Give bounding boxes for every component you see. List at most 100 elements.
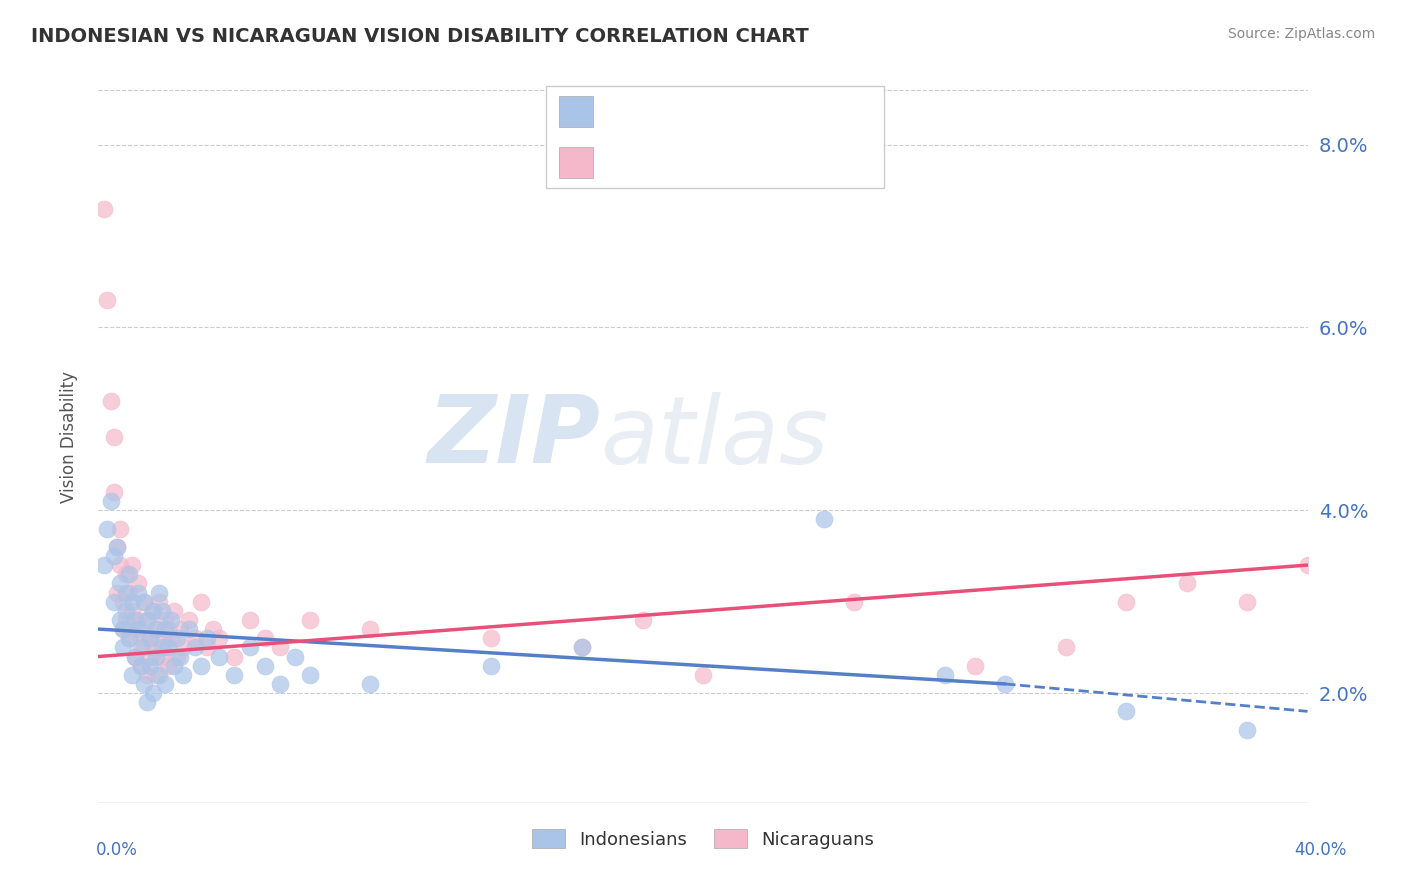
Point bbox=[224, 649, 246, 664]
Point bbox=[108, 576, 131, 591]
Point bbox=[481, 632, 503, 646]
Point bbox=[105, 585, 128, 599]
Point bbox=[571, 640, 593, 655]
Point bbox=[156, 658, 179, 673]
Text: 0.0%: 0.0% bbox=[96, 840, 138, 858]
Point bbox=[1115, 594, 1137, 608]
Point bbox=[299, 613, 322, 627]
Point bbox=[129, 640, 152, 655]
Point bbox=[1175, 576, 1198, 591]
Point bbox=[1236, 723, 1258, 737]
Point bbox=[129, 658, 152, 673]
Point bbox=[139, 649, 162, 664]
Text: INDONESIAN VS NICARAGUAN VISION DISABILITY CORRELATION CHART: INDONESIAN VS NICARAGUAN VISION DISABILI… bbox=[31, 27, 808, 45]
Point bbox=[692, 667, 714, 682]
Point bbox=[132, 594, 155, 608]
Point bbox=[103, 485, 125, 500]
Point bbox=[150, 640, 173, 655]
Point bbox=[118, 632, 141, 646]
Point bbox=[153, 622, 176, 636]
Point bbox=[142, 604, 165, 618]
Point bbox=[111, 594, 134, 608]
Point bbox=[239, 640, 262, 655]
Point bbox=[145, 649, 167, 664]
Point bbox=[156, 622, 179, 636]
Point bbox=[124, 613, 146, 627]
Point bbox=[118, 585, 141, 599]
Point bbox=[135, 695, 157, 709]
Text: 40.0%: 40.0% bbox=[1295, 840, 1347, 858]
Point bbox=[139, 632, 162, 646]
Point bbox=[93, 558, 115, 573]
Point bbox=[118, 567, 141, 582]
Y-axis label: Vision Disability: Vision Disability bbox=[59, 371, 77, 503]
Point bbox=[127, 622, 149, 636]
Point bbox=[103, 549, 125, 563]
Point bbox=[284, 649, 307, 664]
Point bbox=[111, 622, 134, 636]
Point bbox=[103, 594, 125, 608]
Point bbox=[96, 521, 118, 535]
Point bbox=[142, 640, 165, 655]
Legend: Indonesians, Nicaraguans: Indonesians, Nicaraguans bbox=[524, 822, 882, 856]
Point bbox=[135, 613, 157, 627]
Point bbox=[481, 658, 503, 673]
Point bbox=[208, 649, 231, 664]
Point bbox=[105, 540, 128, 554]
Point bbox=[132, 640, 155, 655]
Point bbox=[844, 594, 866, 608]
Point bbox=[208, 632, 231, 646]
Point bbox=[160, 632, 183, 646]
Point bbox=[166, 632, 188, 646]
Point bbox=[124, 622, 146, 636]
Point bbox=[129, 658, 152, 673]
Point bbox=[124, 649, 146, 664]
Point bbox=[127, 576, 149, 591]
Point bbox=[139, 632, 162, 646]
Point bbox=[169, 622, 191, 636]
Point bbox=[108, 521, 131, 535]
Point bbox=[103, 430, 125, 444]
Point bbox=[163, 604, 186, 618]
Point bbox=[132, 677, 155, 691]
Point bbox=[153, 640, 176, 655]
Point bbox=[190, 658, 212, 673]
Point bbox=[239, 613, 262, 627]
Point bbox=[934, 667, 956, 682]
Point bbox=[190, 594, 212, 608]
Text: Source: ZipAtlas.com: Source: ZipAtlas.com bbox=[1227, 27, 1375, 41]
Point bbox=[100, 393, 122, 408]
Point bbox=[93, 202, 115, 216]
Point bbox=[965, 658, 987, 673]
Point bbox=[153, 677, 176, 691]
Point bbox=[1115, 705, 1137, 719]
Point bbox=[105, 540, 128, 554]
Point bbox=[148, 594, 170, 608]
Point bbox=[114, 613, 136, 627]
Text: ZIP: ZIP bbox=[427, 391, 600, 483]
Point bbox=[145, 622, 167, 636]
Point bbox=[108, 558, 131, 573]
Point bbox=[813, 512, 835, 526]
Point bbox=[96, 293, 118, 307]
Point bbox=[124, 649, 146, 664]
Text: atlas: atlas bbox=[600, 392, 828, 483]
Point bbox=[142, 604, 165, 618]
Point bbox=[129, 632, 152, 646]
Point bbox=[156, 640, 179, 655]
Point bbox=[1236, 594, 1258, 608]
Point bbox=[108, 613, 131, 627]
Point bbox=[360, 622, 382, 636]
Point bbox=[179, 613, 201, 627]
Point bbox=[150, 649, 173, 664]
Point bbox=[127, 585, 149, 599]
Point bbox=[184, 640, 207, 655]
Point bbox=[169, 649, 191, 664]
Point bbox=[132, 594, 155, 608]
Point bbox=[111, 622, 134, 636]
Point bbox=[121, 558, 143, 573]
Point bbox=[145, 622, 167, 636]
Point bbox=[142, 686, 165, 700]
Point bbox=[571, 640, 593, 655]
Point bbox=[631, 613, 654, 627]
